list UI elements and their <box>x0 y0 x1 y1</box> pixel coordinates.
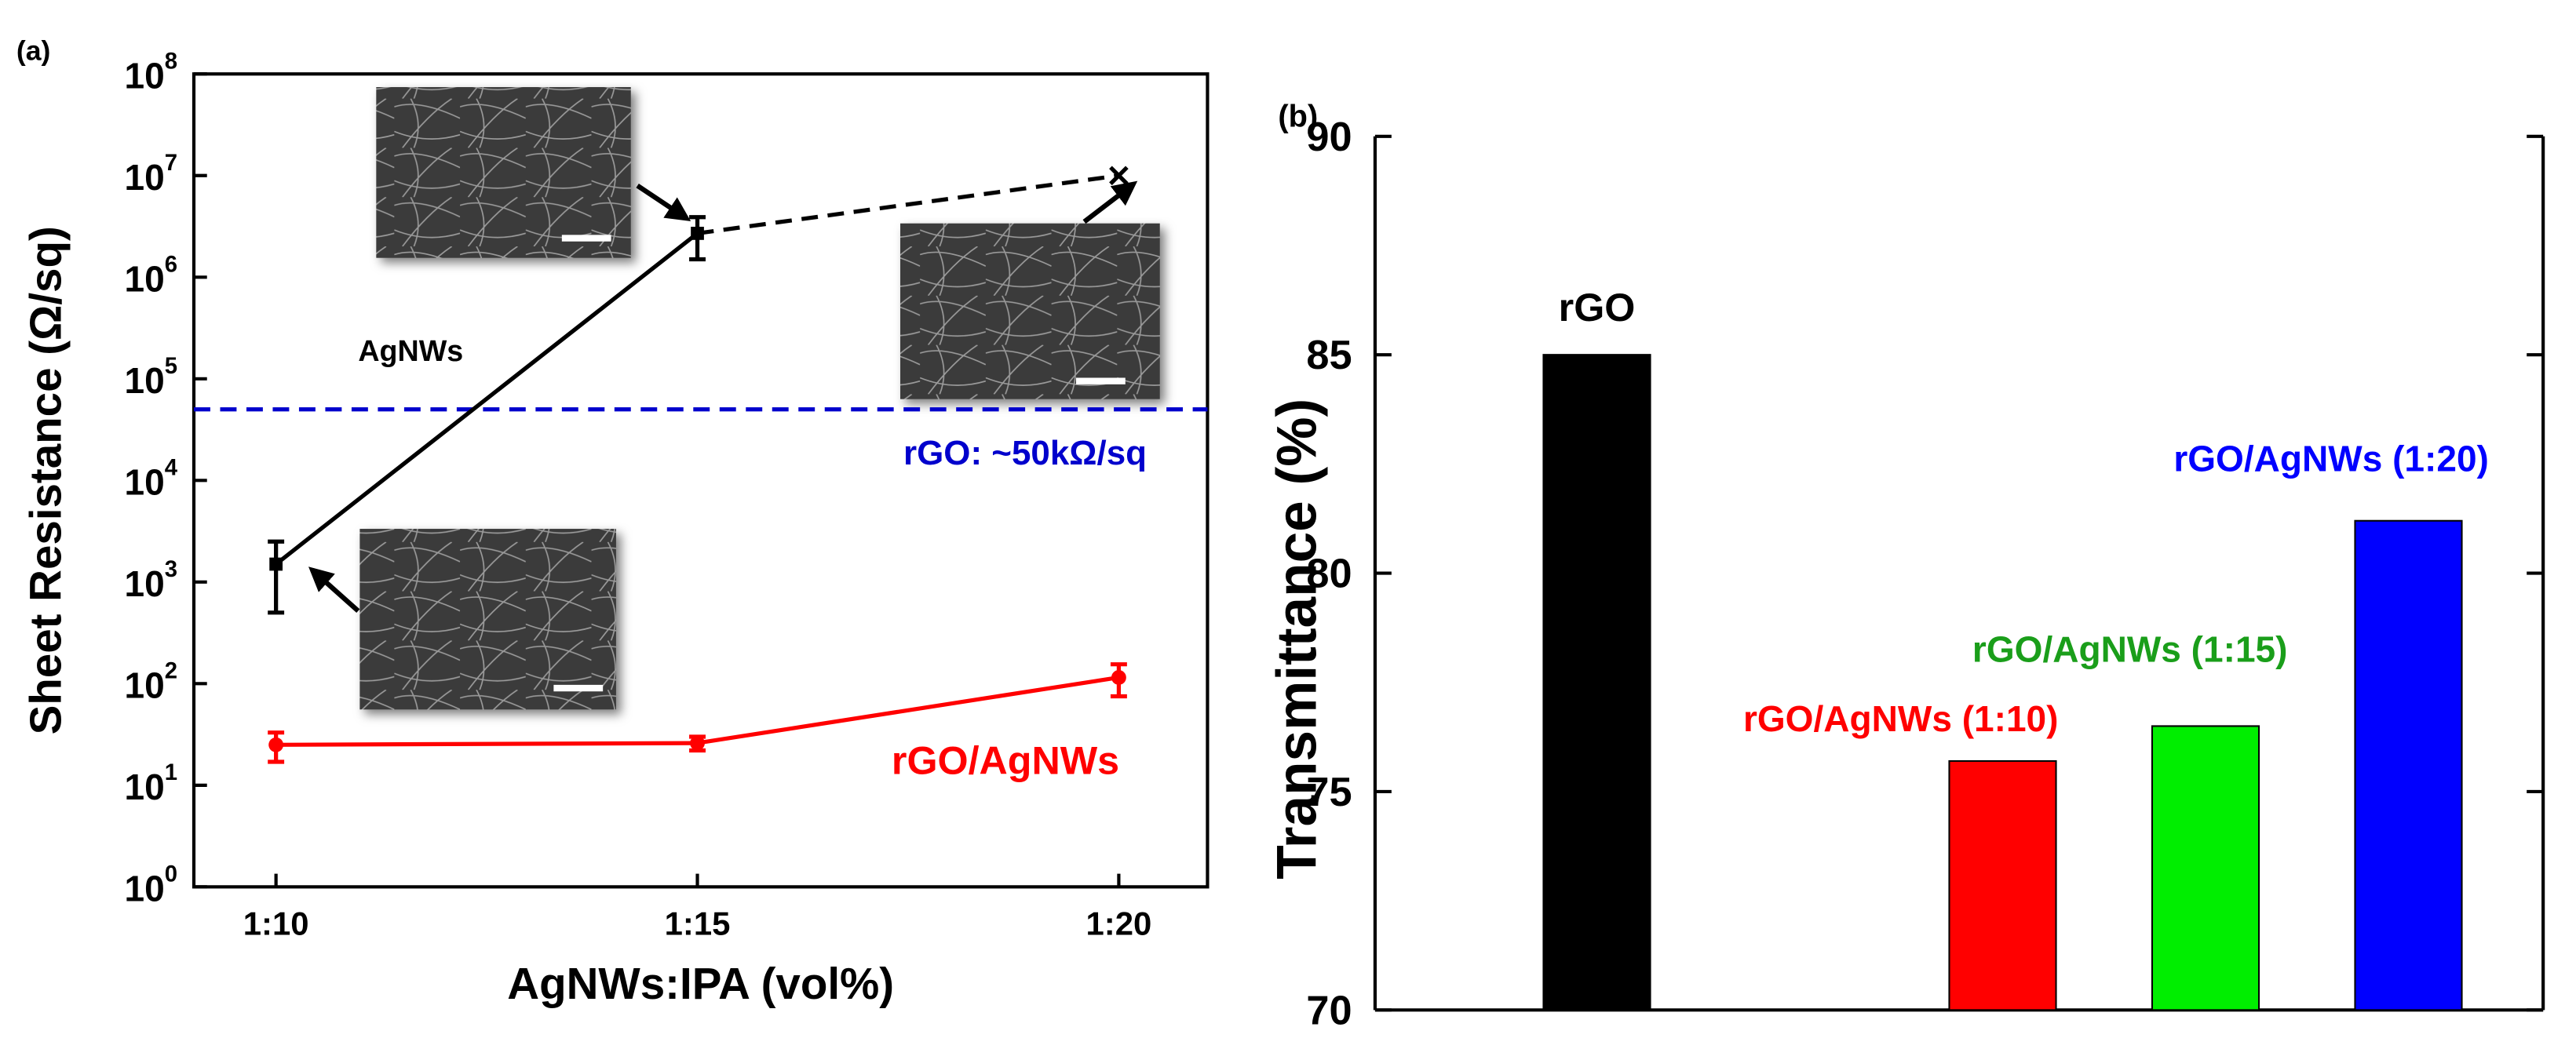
y-tick-base: 10 <box>125 563 165 604</box>
series-segment <box>275 231 699 566</box>
y-tick-label: 90 <box>1306 115 1352 160</box>
y-tick-exponent: 1 <box>165 759 177 785</box>
arrow <box>636 183 691 221</box>
bar-label: rGO/AgNWs (1:20) <box>2173 439 2489 479</box>
y-tick-exponent: 6 <box>165 251 177 277</box>
arrow <box>308 566 360 614</box>
series-label: rGO/AgNWs <box>892 739 1119 783</box>
y-tick-label: 85 <box>1306 333 1352 378</box>
y-tick-label: 102 <box>125 657 178 705</box>
y-tick-base: 10 <box>125 259 165 300</box>
y-tick-label: 101 <box>125 759 178 807</box>
bar-label: rGO <box>1559 286 1636 330</box>
y-tick-label: 104 <box>125 454 178 502</box>
y-tick-label: 103 <box>125 556 178 604</box>
y-tick-base: 10 <box>125 767 165 807</box>
y-axis-title: Sheet Resistance (Ω/sq) <box>21 226 71 734</box>
y-tick-label: 107 <box>125 150 178 198</box>
marker <box>690 735 705 751</box>
x-tick-label: 1:10 <box>243 905 309 942</box>
y-tick-base: 10 <box>125 157 165 198</box>
y-tick-label: 80 <box>1306 552 1352 597</box>
y-tick-exponent: 5 <box>165 353 177 379</box>
panel-label: (b) <box>1278 99 1318 133</box>
marker <box>1111 670 1126 685</box>
bar <box>1948 759 2057 1011</box>
bar-label: rGO/AgNWs (1:15) <box>1972 628 2288 669</box>
bar <box>1542 354 1651 1011</box>
marker <box>1109 166 1129 186</box>
y-tick-label: 75 <box>1306 770 1352 815</box>
sem-image <box>900 223 1160 399</box>
bar <box>2354 519 2463 1011</box>
y-tick-label: 70 <box>1306 988 1352 1033</box>
panel-label: (a) <box>16 35 50 66</box>
sem-insets <box>308 87 1160 710</box>
y-tick-base: 10 <box>125 56 165 97</box>
y-tick-base: 10 <box>125 665 165 706</box>
x-tick-label: 1:20 <box>1086 905 1152 942</box>
y-axis-title: Transmittance (%) <box>1267 399 1329 880</box>
sem-image <box>376 87 631 258</box>
y-tick-base: 10 <box>125 360 165 401</box>
y-tick-label: 100 <box>125 861 178 909</box>
x-tick-label: 1:15 <box>665 905 731 942</box>
x-axis-title: AgNWs:IPA (vol%) <box>507 959 894 1008</box>
series-segment <box>697 675 1119 745</box>
y-tick-label: 105 <box>125 353 178 401</box>
series-segment <box>275 741 698 747</box>
series-segment <box>697 173 1119 236</box>
bar <box>2151 725 2260 1011</box>
bar-label: rGO/AgNWs (1:10) <box>1743 698 2059 739</box>
y-tick-exponent: 4 <box>165 454 178 480</box>
y-tick-exponent: 8 <box>165 48 177 74</box>
y-tick-exponent: 3 <box>165 556 177 582</box>
y-tick-label: 106 <box>125 251 178 299</box>
y-tick-base: 10 <box>125 462 165 503</box>
marker <box>268 737 284 752</box>
y-tick-exponent: 7 <box>165 150 177 176</box>
marker <box>269 557 283 571</box>
arrow <box>1082 180 1138 224</box>
marker <box>691 227 704 240</box>
series-label: AgNWs <box>358 334 463 367</box>
reference-label: rGO: ~50kΩ/sq <box>903 434 1147 472</box>
y-tick-label: 108 <box>125 48 178 96</box>
sem-image <box>359 529 616 710</box>
y-tick-exponent: 2 <box>165 657 177 683</box>
error-bar <box>268 539 285 615</box>
y-tick-base: 10 <box>125 869 165 909</box>
y-tick-exponent: 0 <box>165 861 177 887</box>
